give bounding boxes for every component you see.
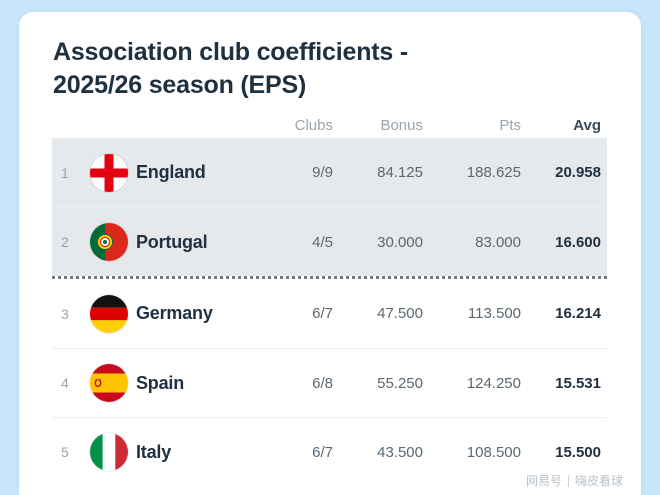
row-rank: 3 — [61, 305, 69, 322]
row-pts: 188.625 — [466, 164, 521, 181]
row-flag — [82, 364, 136, 402]
page-title-line-1: Association club coefficients - — [53, 38, 408, 66]
row-avg: 20.958 — [555, 164, 601, 181]
header-bonus: Bonus — [380, 116, 423, 134]
header-pts: Pts — [499, 116, 521, 134]
spain-flag-icon — [90, 364, 128, 402]
qualification-cutoff-divider — [52, 276, 607, 279]
england-flag-icon — [90, 153, 128, 192]
row-pts: 113.500 — [467, 305, 521, 322]
table-row[interactable]: 4 — [52, 348, 607, 417]
row-flag — [82, 294, 136, 333]
table-row[interactable]: 2 Portugal 4/5 30.000 83.00 — [52, 207, 607, 276]
portugal-flag-icon — [90, 223, 128, 261]
table-header-row: Clubs Bonus Pts Avg — [52, 112, 607, 138]
row-pts: 124.250 — [466, 374, 521, 392]
row-clubs: 6/8 — [312, 374, 333, 392]
table-row[interactable]: 1 England 9/9 84.125 188.625 20.958 — [52, 138, 607, 207]
header-avg: Avg — [573, 116, 601, 134]
row-bonus: 55.250 — [377, 374, 423, 392]
row-rank: 2 — [61, 234, 69, 250]
row-bonus: 47.500 — [377, 305, 423, 322]
row-bonus: 30.000 — [377, 233, 423, 251]
row-rank: 1 — [61, 164, 69, 181]
row-avg: 15.531 — [555, 374, 601, 392]
row-avg: 16.214 — [555, 305, 601, 322]
row-country: Italy — [136, 441, 172, 462]
table-row[interactable]: 3 Germany 6/7 47.500 113.500 16.214 — [52, 279, 607, 348]
watermark-divider — [567, 474, 569, 487]
page-title: Association club coefficients - 2025/26 … — [53, 36, 553, 102]
row-rank: 4 — [61, 375, 69, 391]
article-card: Association club coefficients - 2025/26 … — [19, 12, 641, 495]
row-bonus: 43.500 — [377, 443, 423, 461]
row-clubs: 6/7 — [312, 305, 333, 322]
germany-flag-icon — [90, 294, 128, 333]
row-clubs: 9/9 — [312, 164, 333, 181]
row-avg: 16.600 — [555, 233, 601, 251]
coefficients-table: Clubs Bonus Pts Avg 1 Engla — [52, 112, 607, 486]
row-flag — [82, 433, 136, 471]
row-rank: 5 — [61, 444, 69, 460]
watermark-source: 网易号 — [525, 474, 562, 488]
row-bonus: 84.125 — [377, 164, 423, 181]
row-clubs: 4/5 — [312, 233, 333, 251]
row-country: Germany — [136, 303, 213, 323]
row-country: Portugal — [136, 231, 208, 252]
row-country: England — [136, 162, 206, 182]
row-country: Spain — [136, 372, 185, 393]
italy-flag-icon — [90, 433, 128, 471]
table-row[interactable]: 5 Italy 6/7 43.500 108.500 15.500 — [52, 417, 607, 486]
page-title-line-2: 2025/26 season (EPS) — [53, 71, 307, 99]
row-pts: 83.000 — [475, 233, 521, 251]
row-flag — [82, 153, 136, 192]
watermark: 网易号 嗨皮看球 — [526, 472, 623, 489]
row-clubs: 6/7 — [312, 443, 333, 461]
row-pts: 108.500 — [466, 443, 521, 461]
row-avg: 15.500 — [555, 443, 601, 461]
header-clubs: Clubs — [294, 116, 333, 134]
watermark-author: 嗨皮看球 — [574, 474, 623, 488]
row-flag — [82, 223, 136, 261]
